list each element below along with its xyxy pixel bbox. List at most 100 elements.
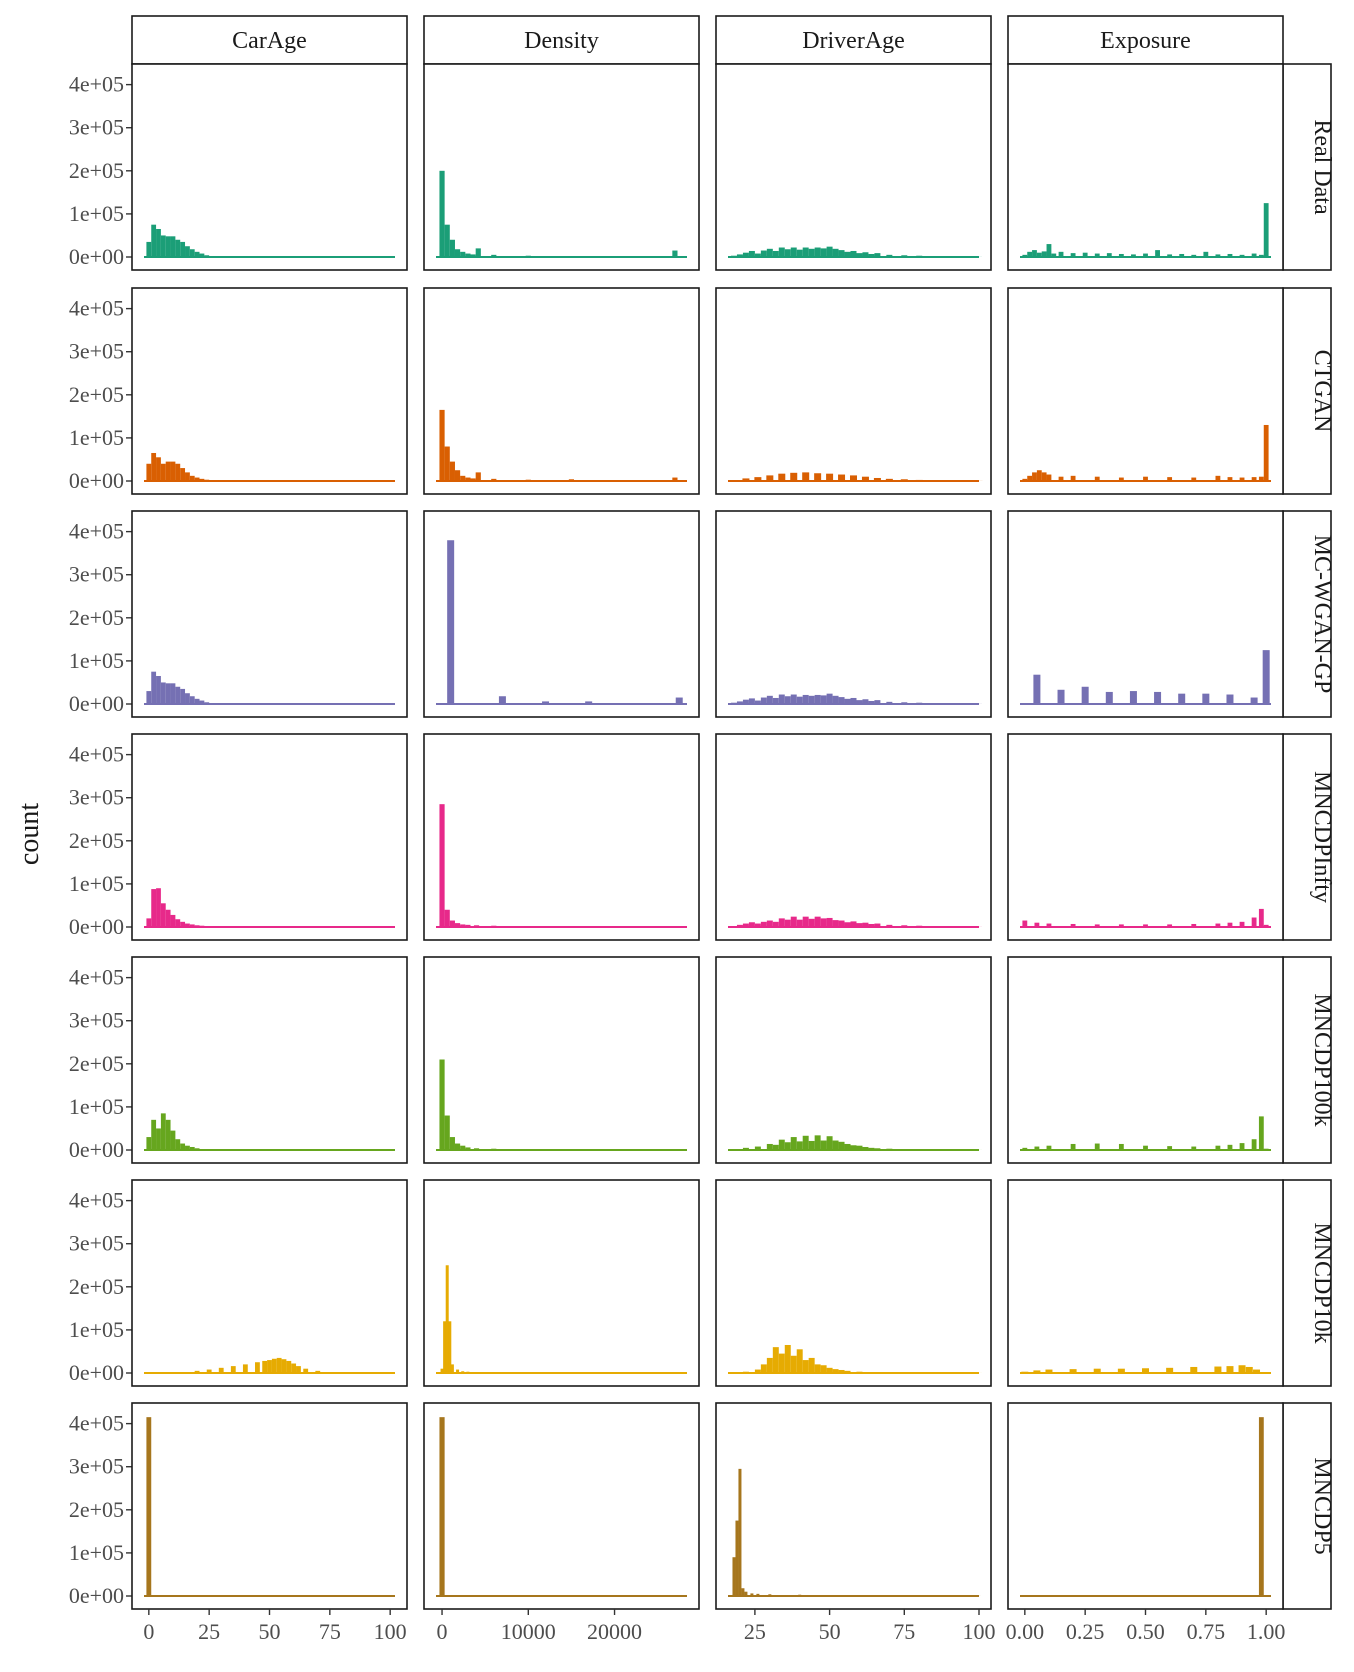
y-tick-label: 0e+00 [69,468,124,493]
column-strip-label: Density [524,28,599,54]
x-tick-label: 0.50 [1126,1619,1165,1644]
histogram-bar [886,1149,892,1150]
histogram-bar [166,462,171,481]
histogram-bar [1155,250,1160,257]
histogram-bar [214,256,219,257]
histogram-bar [826,474,833,481]
histogram-bar [868,924,874,927]
histogram-bar [195,478,200,481]
histogram-bar [1027,252,1032,257]
histogram-bar [827,694,833,704]
x-tick-label: 20000 [587,1619,642,1644]
histogram-bar [569,256,574,257]
histogram-bar [809,696,815,704]
histogram-bar [455,470,460,481]
histogram-bar [1240,255,1245,257]
histogram-bar [612,1149,617,1150]
panel-frame [1008,288,1283,494]
histogram-bar [460,1146,465,1150]
histogram-bar [828,1595,831,1596]
histogram-bar [277,1358,282,1373]
histogram-bar [803,1360,809,1373]
histogram-bar [1190,1367,1197,1373]
histogram-bar [526,1149,531,1150]
histogram-bar [901,1149,907,1150]
histogram-bar [827,1368,833,1373]
histogram-bar [737,925,743,927]
row-strip-label: MNCDP10k [1309,1222,1335,1343]
histogram-bar [901,255,907,257]
histogram-bar [803,248,809,257]
histogram-bar [526,480,531,481]
histogram-bar [1264,203,1269,257]
histogram-bar [1034,1147,1039,1150]
y-tick-label: 2e+05 [69,1497,124,1522]
histogram-bar [756,1594,759,1596]
panel-frame [1008,1403,1283,1609]
histogram-bar [779,248,785,257]
x-tick-label: 1.00 [1247,1619,1286,1644]
histogram-bar [779,695,785,704]
histogram-bar [455,1144,460,1150]
histogram-bar [171,1131,176,1150]
histogram-bar [851,1145,857,1150]
histogram-bar [204,702,209,704]
histogram-bar [175,687,180,704]
y-axis-title: count [14,803,45,865]
histogram-bar [569,1149,574,1150]
histogram-bar [856,923,862,927]
histogram-bar [207,1370,212,1373]
histogram-bar [1022,479,1027,481]
histogram-bar [204,1149,209,1150]
y-tick-label: 0e+00 [69,914,124,939]
histogram-bar [474,1148,479,1150]
histogram-bar [1178,694,1185,704]
histogram-bar [1042,251,1047,257]
histogram-bar [845,1144,851,1150]
histogram-bar [1252,918,1257,927]
histogram-bar [750,1593,753,1596]
histogram-bar [180,242,185,257]
histogram-bar [862,252,868,257]
histogram-bar [1202,694,1209,704]
histogram-bar [612,926,617,927]
histogram-bar [612,480,617,481]
histogram-bar [809,249,815,257]
histogram-bar [839,1370,845,1373]
histogram-bar [476,472,481,481]
histogram-bar [871,1372,877,1373]
histogram-bar [1130,691,1137,704]
histogram-bar [151,889,156,927]
histogram-bar [1022,255,1027,257]
histogram-bar [448,1321,451,1373]
histogram-bar [797,1141,803,1150]
histogram-bar [744,1592,747,1596]
histogram-bar [1071,476,1076,481]
x-tick-label: 75 [319,1619,341,1644]
histogram-bar [156,888,161,927]
column-strip-label: DriverAge [802,28,905,54]
panel-frame [424,511,699,717]
histogram-bar [1166,1368,1173,1373]
histogram-bar [1191,1147,1196,1150]
histogram-bar [204,255,209,257]
y-tick-label: 4e+05 [69,742,124,767]
y-tick-label: 1e+05 [69,1317,124,1342]
histogram-bar [874,478,881,481]
histogram-bar [156,1128,161,1150]
histogram-bar [901,702,907,704]
histogram-bar [790,473,797,481]
histogram-bar [735,1521,738,1596]
y-tick-label: 2e+05 [69,1274,124,1299]
histogram-bar [802,472,809,481]
histogram-bar [773,698,779,704]
histogram-bar [779,918,785,927]
histogram-bar [803,1136,809,1150]
histogram-bar [460,252,465,257]
histogram-bar [200,926,205,927]
x-tick-label: 25 [744,1619,766,1644]
histogram-bar [742,478,749,481]
x-tick-label: 0 [437,1619,448,1644]
histogram-bar [166,1120,171,1150]
histogram-bar [1215,924,1220,927]
